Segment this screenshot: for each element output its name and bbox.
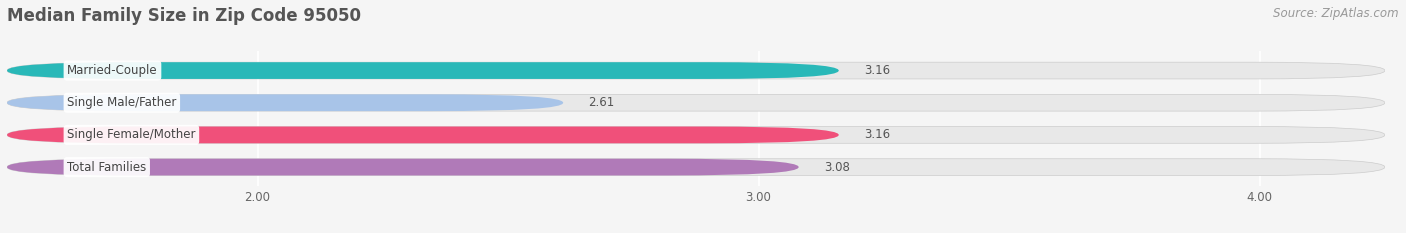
Text: Single Male/Father: Single Male/Father xyxy=(67,96,177,109)
Text: 3.08: 3.08 xyxy=(824,161,849,174)
FancyBboxPatch shape xyxy=(7,62,839,79)
FancyBboxPatch shape xyxy=(7,94,1385,111)
Text: Single Female/Mother: Single Female/Mother xyxy=(67,128,195,141)
FancyBboxPatch shape xyxy=(7,62,1385,79)
FancyBboxPatch shape xyxy=(7,94,564,111)
Text: Median Family Size in Zip Code 95050: Median Family Size in Zip Code 95050 xyxy=(7,7,361,25)
FancyBboxPatch shape xyxy=(7,159,799,175)
Text: Married-Couple: Married-Couple xyxy=(67,64,157,77)
FancyBboxPatch shape xyxy=(7,127,1385,143)
Text: Total Families: Total Families xyxy=(67,161,146,174)
Text: 3.16: 3.16 xyxy=(863,64,890,77)
FancyBboxPatch shape xyxy=(7,127,839,143)
FancyBboxPatch shape xyxy=(7,159,1385,175)
Text: 3.16: 3.16 xyxy=(863,128,890,141)
Text: 2.61: 2.61 xyxy=(588,96,614,109)
Text: Source: ZipAtlas.com: Source: ZipAtlas.com xyxy=(1274,7,1399,20)
